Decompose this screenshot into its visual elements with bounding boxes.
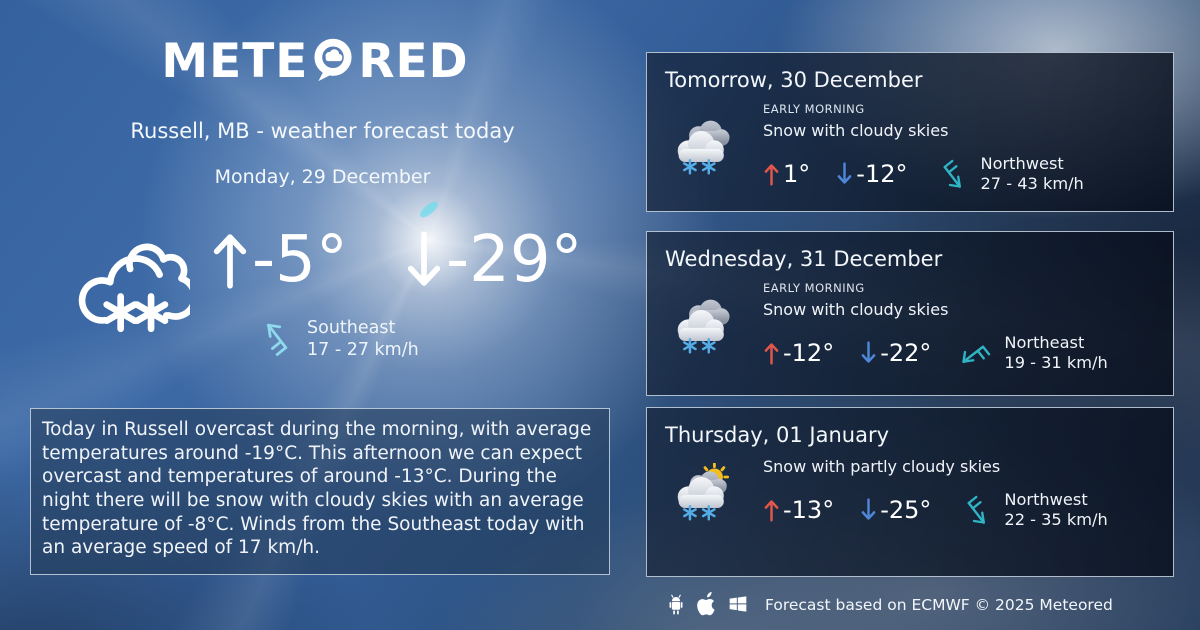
card-low-value: -22°	[880, 339, 932, 368]
card-period: EARLY MORNING	[763, 102, 865, 116]
forecast-card-tomorrow[interactable]: Tomorrow, 30 December	[646, 52, 1174, 212]
wind-direction-arrow-icon	[959, 494, 992, 527]
card-wind-direction: Northeast	[1004, 333, 1085, 352]
card-wind-direction: Northwest	[1004, 490, 1088, 509]
arrow-down-icon	[837, 162, 852, 185]
card-title: Thursday, 01 January	[665, 423, 890, 447]
card-high-value: -12°	[783, 339, 835, 368]
logo-text-left: METE	[161, 34, 309, 89]
arrow-up-icon	[764, 500, 779, 523]
arrow-up-icon	[213, 234, 247, 289]
today-low-value: -29°	[446, 223, 583, 297]
card-title: Wednesday, 31 December	[665, 247, 943, 271]
arrow-down-icon	[861, 498, 876, 521]
card-high-value: 1°	[783, 160, 811, 189]
arrow-up-icon	[764, 164, 779, 187]
card-wind-speed: 19 - 31 km/h	[1004, 353, 1108, 373]
card-low-value: -25°	[880, 496, 932, 525]
card-condition: Snow with partly cloudy skies	[763, 457, 1001, 476]
today-low-temp: -29°	[404, 228, 583, 292]
today-wind-direction: Southeast	[307, 318, 396, 338]
snow-sun-cloud-icon	[673, 462, 737, 527]
page-title: Russell, MB - weather forecast today	[130, 119, 515, 143]
snow-cloud-icon	[673, 296, 737, 360]
card-title: Tomorrow, 30 December	[665, 68, 923, 92]
card-condition: Snow with cloudy skies	[763, 121, 949, 140]
today-wind-speed: 17 - 27 km/h	[307, 339, 419, 360]
card-high-value: -13°	[783, 496, 835, 525]
arrow-up-icon	[764, 343, 779, 366]
footer-attribution: Forecast based on ECMWF © 2025 Meteored	[765, 596, 1113, 614]
arrow-down-icon	[861, 341, 876, 364]
snow-cloud-icon	[673, 117, 737, 181]
today-wind: Southeast 17 - 27 km/h	[231, 318, 419, 361]
page-date: Monday, 29 December	[214, 166, 431, 188]
meteored-logo[interactable]: METE RED	[0, 34, 630, 89]
wind-direction-arrow-icon	[935, 158, 968, 191]
card-wind-speed: 22 - 35 km/h	[1004, 510, 1108, 530]
logo-text-right: RED	[358, 34, 469, 89]
card-low-value: -12°	[856, 160, 908, 189]
windows-icon[interactable]	[728, 594, 748, 614]
arrow-down-icon	[407, 231, 441, 286]
today-high-value: -5°	[252, 223, 348, 297]
lens-flare	[417, 198, 441, 221]
card-wind-speed: 27 - 43 km/h	[980, 174, 1084, 194]
wind-direction-arrow-icon	[959, 337, 992, 370]
today-high-temp: -5°	[210, 228, 348, 292]
logo-cloud-bubble-icon	[314, 38, 352, 81]
forecast-summary: Today in Russell overcast during the mor…	[30, 408, 610, 575]
forecast-card-wednesday[interactable]: Wednesday, 31 December	[646, 231, 1174, 396]
card-period: EARLY MORNING	[763, 281, 865, 295]
forecast-card-thursday[interactable]: Thursday, 01 January	[646, 407, 1174, 577]
android-icon[interactable]	[666, 593, 686, 616]
snow-cloud-outline-icon	[76, 226, 199, 352]
apple-icon[interactable]	[697, 592, 717, 616]
card-wind-direction: Northwest	[980, 154, 1064, 173]
card-condition: Snow with cloudy skies	[763, 300, 949, 319]
wind-direction-arrow-icon	[259, 318, 297, 360]
platform-icons	[666, 592, 748, 616]
